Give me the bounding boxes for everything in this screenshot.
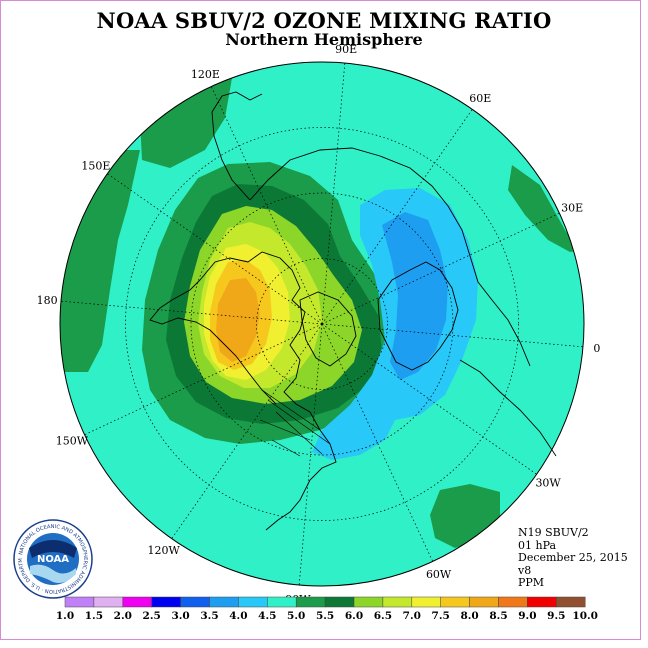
latitude-circle [190,192,454,456]
latitude-circle [256,258,388,390]
colorbar-label: 7.5 [432,610,450,622]
colorbar-label: 9.5 [547,610,565,622]
longitude-label: 120E [191,68,220,81]
ozone-patch-5-0-east [508,165,584,260]
longitude-label: 0 [593,342,600,355]
latitude-circle [125,127,519,521]
coastline-north-america [199,251,337,531]
colorbar-label: 7.0 [403,610,421,622]
colorbar-box [440,596,470,608]
colorbar-label: 8.5 [489,610,507,622]
colorbar-boxes [64,596,586,608]
colorbar-box [151,596,181,608]
map-border [59,61,585,587]
longitude-label: 150W [56,435,89,448]
colorbar-label: 5.0 [287,610,305,622]
longitude-label: 150E [81,160,110,173]
colorbar-box [469,596,499,608]
colorbar-label: 6.0 [345,610,363,622]
page-subtitle: Northern Hemisphere [225,30,423,49]
colorbar-label: 8.0 [460,610,478,622]
coastline-us-states [259,389,331,457]
info-block: N19 SBUV/2 01 hPa December 25, 2015 v8 P… [518,526,628,590]
colorbar-label: 3.0 [171,610,189,622]
date-label: December 25, 2015 [518,551,628,564]
logo-wave-shape [30,564,76,583]
colorbar-labels: 1.0 1.5 2.0 2.5 3.0 3.5 4.0 4.5 5.0 5.5 6.0 6.5 7.0 7… [56,610,598,622]
colorbar-label: 2.0 [114,610,132,622]
colorbar-box [64,596,95,608]
colorbar-label: 1.5 [85,610,103,622]
noaa-logo: NATIONAL OCEANIC AND ATMOSPHERIC ADMINIS… [12,518,93,599]
version-label: v8 [518,563,532,577]
coastline-africa [459,359,557,457]
colorbar-label: 1.0 [56,610,74,622]
colorbar-box [122,596,152,608]
colorbar-label: 4.0 [229,610,247,622]
colorbar-box [382,596,413,608]
logo-text: NOAA [37,554,69,565]
level-label: 01 hPa [518,538,557,552]
coastline-alaska [149,279,277,405]
colorbar-box [353,596,384,608]
coastline-asia [249,147,531,367]
colorbar-box [498,596,528,608]
satellite-label: N19 SBUV/2 [518,526,589,539]
colorbar-box [324,596,355,608]
longitude-label: 30W [535,476,561,489]
longitude-label: 60E [469,92,491,105]
longitude-label: 60W [426,568,452,581]
colorbar-label: 3.5 [200,610,218,622]
colorbar-box [556,596,586,608]
colorbar-label: 2.5 [143,610,161,622]
colorbar-label: 10.0 [572,610,598,622]
colorbar-box [295,596,326,608]
colorbar-box [527,596,557,608]
units-label: PPM [518,576,545,589]
colorbar-box [411,596,441,608]
colorbar-label: 4.5 [258,610,276,622]
colorbar-box [267,596,297,608]
page-title: NOAA SBUV/2 OZONE MIXING RATIO [96,8,552,33]
ozone-region-3-5 [382,212,448,380]
coastlines [149,91,557,531]
colorbar-box [93,596,124,608]
longitude-label: 120W [148,544,181,557]
colorbar-box [180,596,210,608]
longitude-label: 90E [335,43,357,56]
coastline-asia-east [211,91,263,201]
longitude-labels: 90E60E30E030W60W90W120W150W180150E120E [37,43,601,606]
colorbar-label: 5.5 [316,610,334,622]
ozone-patch-5-0-northwest [140,70,232,168]
colorbar-label: 6.5 [374,610,392,622]
coastline-greenland [299,291,357,367]
logo-bird-shape [29,540,77,558]
colorbar-label: 9.0 [518,610,536,622]
longitude-label: 180 [37,294,58,307]
colorbar-box [238,596,268,608]
ozone-region-8-0 [216,278,260,362]
coastline-europe [377,261,459,371]
image-frame [0,0,641,640]
graticule [60,62,584,586]
longitude-label: 30E [561,201,583,214]
colorbar-box [209,596,239,608]
